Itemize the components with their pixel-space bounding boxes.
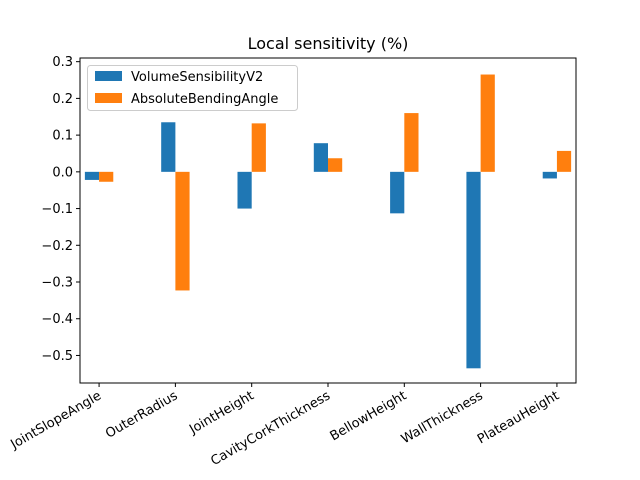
legend-swatch	[95, 93, 122, 103]
y-tick-label: 0.1	[52, 129, 73, 144]
y-tick-label: 0.0	[52, 165, 73, 180]
legend-box	[87, 65, 298, 111]
y-tick-label: −0.2	[41, 239, 73, 254]
plot-frame	[79, 57, 577, 384]
chart-title: Local sensitivity (%)	[248, 34, 409, 53]
y-tick-label: −0.5	[41, 349, 73, 364]
bar-volume-sensibility-BellowHeight	[390, 171, 405, 214]
legend-swatch	[95, 71, 122, 81]
y-tick-label: 0.3	[52, 55, 73, 70]
bar-volume-sensibility-OuterRadius	[161, 122, 176, 172]
y-tick-label: −0.4	[41, 312, 73, 327]
bar-absolute-bending-angle-BellowHeight	[404, 113, 419, 172]
bar-absolute-bending-angle-CavityCorkThickness	[328, 158, 343, 172]
bars-layer	[84, 74, 572, 369]
y-axis: 0.3 0.2 0.1 0.0 −0.1 −0.2 −0.3 −0.4 −0.5	[41, 55, 80, 364]
bar-absolute-bending-angle-JointSlopeAngle	[99, 171, 114, 182]
legend-label: VolumeSensibilityV2	[131, 70, 263, 85]
bar-absolute-bending-angle-OuterRadius	[175, 171, 190, 291]
bar-absolute-bending-angle-JointHeight	[251, 123, 266, 172]
y-tick-label: 0.2	[52, 92, 73, 107]
legend-label: AbsoluteBendingAngle	[131, 92, 278, 107]
bar-volume-sensibility-CavityCorkThickness	[313, 143, 328, 172]
y-tick-label: −0.3	[41, 276, 73, 291]
bar-absolute-bending-angle-PlateauHeight	[556, 150, 572, 172]
y-tick-label: −0.1	[41, 202, 73, 217]
legend: VolumeSensibilityV2 AbsoluteBendingAngle	[87, 65, 298, 111]
bar-absolute-bending-angle-WallThickness	[480, 74, 495, 172]
bar-volume-sensibility-JointSlopeAngle	[84, 171, 100, 180]
bar-volume-sensibility-WallThickness	[466, 171, 481, 369]
bar-volume-sensibility-PlateauHeight	[542, 171, 557, 179]
bar-volume-sensibility-JointHeight	[237, 171, 252, 209]
